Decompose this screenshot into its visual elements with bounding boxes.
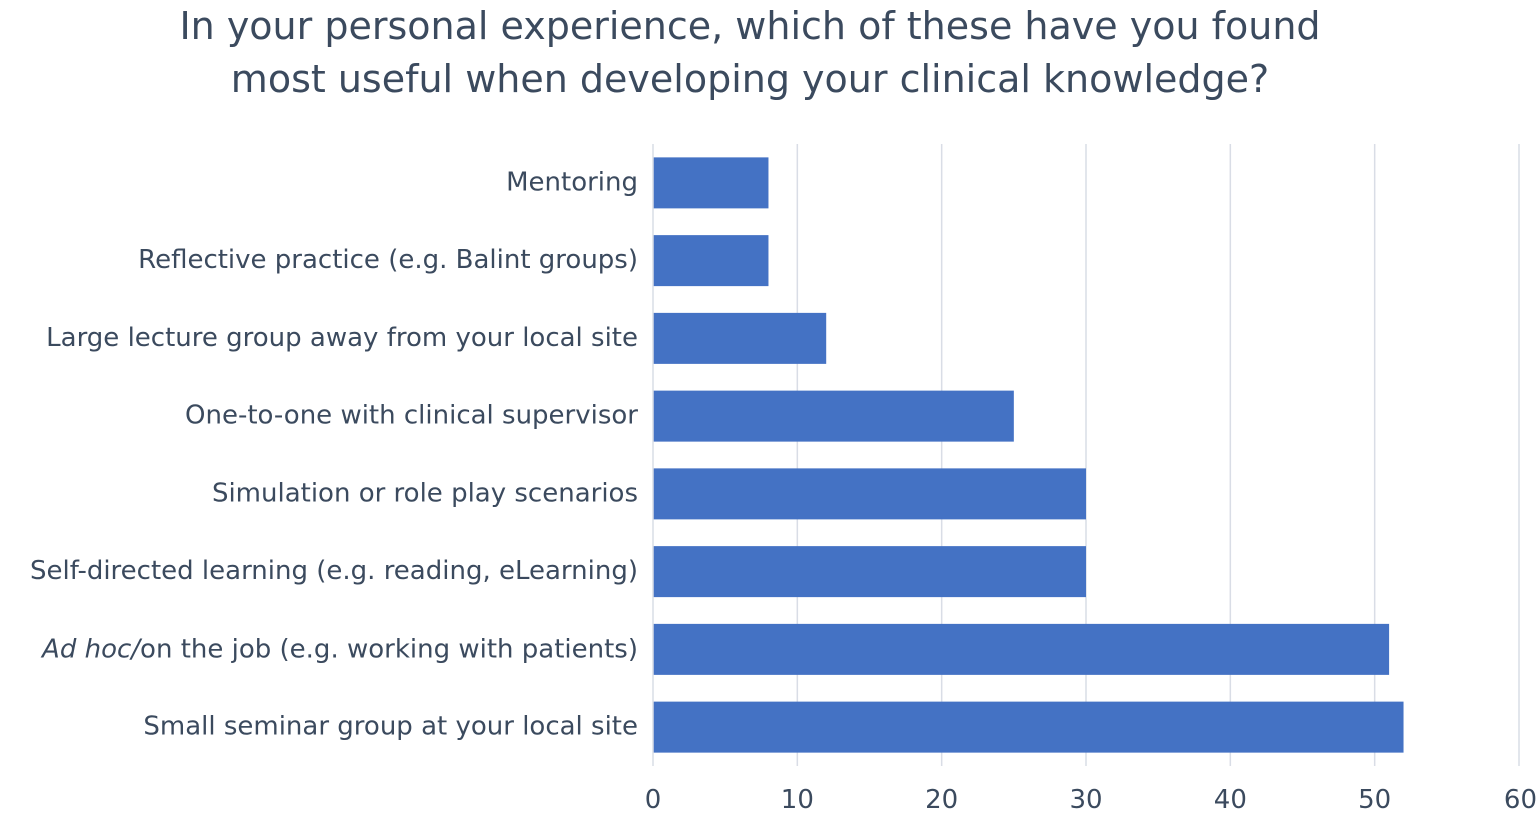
category-label-0: Mentoring	[506, 167, 638, 197]
x-tick-label-60: 60	[1504, 785, 1537, 815]
x-tick-label-30: 30	[1069, 785, 1102, 815]
bar-1	[653, 235, 769, 287]
chart-title-line-2: most useful when developing your clinica…	[230, 57, 1270, 101]
bar-2	[653, 312, 827, 364]
category-label-6: Ad hoc/on the job (e.g. working with pat…	[40, 634, 638, 664]
x-tick-label-0: 0	[645, 785, 662, 815]
chart-title: In your personal experience, which of th…	[0, 0, 1500, 106]
x-tick-label-40: 40	[1214, 785, 1247, 815]
bar-3	[653, 390, 1014, 442]
category-labels: Mentoring Reflective practice (e.g. Balin…	[30, 167, 638, 741]
category-label-5: Self-directed learning (e.g. reading, eL…	[30, 556, 638, 586]
x-tick-label-50: 50	[1358, 785, 1391, 815]
x-tick-label-20: 20	[925, 785, 958, 815]
bar-0	[653, 157, 769, 209]
category-label-4: Simulation or role play scenarios	[212, 478, 638, 508]
chart-title-line-1: In your personal experience, which of th…	[179, 4, 1321, 48]
bar-7	[653, 701, 1404, 753]
category-label-1: Reflective practice (e.g. Balint groups)	[138, 245, 638, 275]
x-tick-labels: 0 10 20 30 40 50 60	[645, 785, 1537, 815]
bar-5	[653, 546, 1086, 598]
bar-4	[653, 468, 1086, 520]
category-label-7: Small seminar group at your local site	[143, 712, 638, 742]
bars	[653, 157, 1404, 753]
category-label-3: One-to-one with clinical supervisor	[185, 401, 638, 431]
bar-6	[653, 623, 1390, 675]
x-tick-label-10: 10	[781, 785, 814, 815]
category-label-2: Large lecture group away from your local…	[46, 323, 638, 353]
